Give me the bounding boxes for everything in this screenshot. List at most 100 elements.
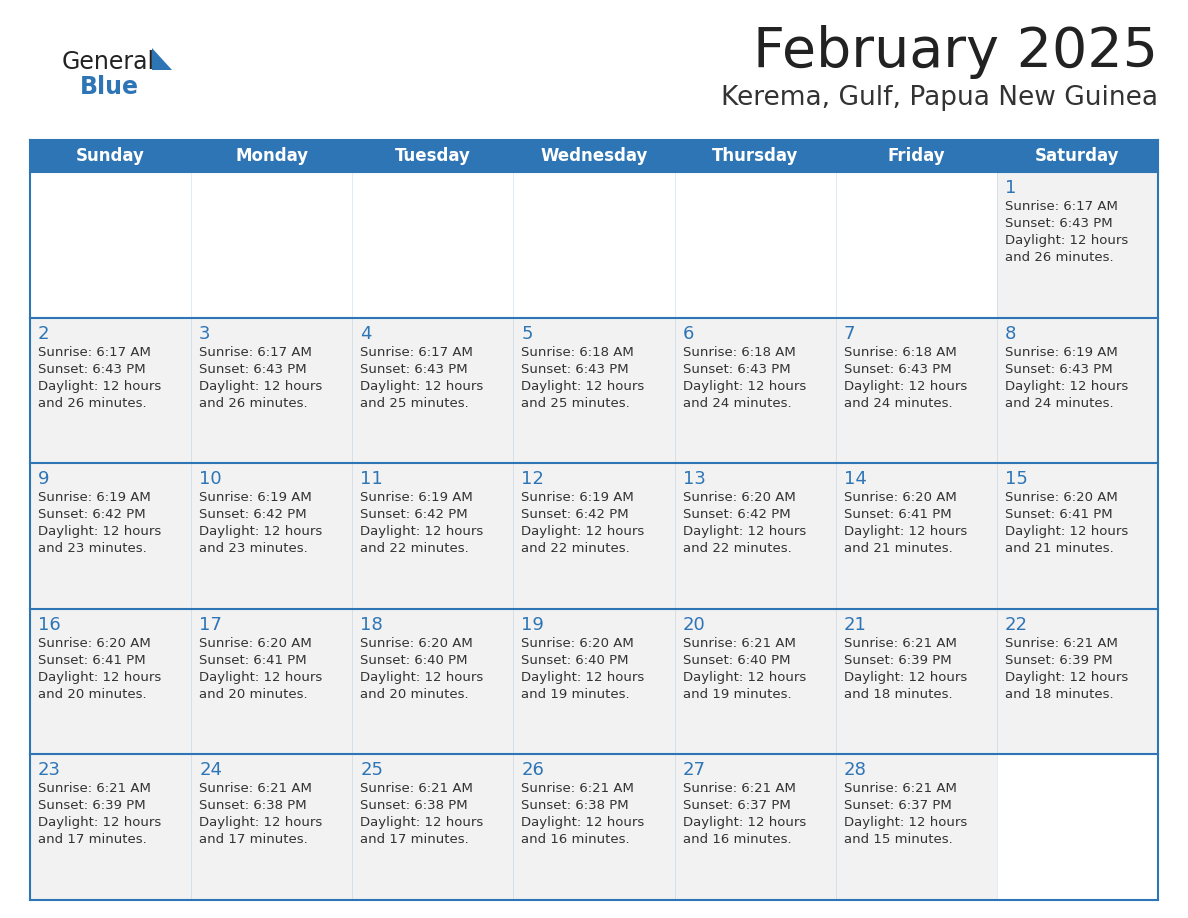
Text: Daylight: 12 hours: Daylight: 12 hours: [360, 380, 484, 393]
Bar: [675, 318, 835, 464]
Text: Sunset: 6:43 PM: Sunset: 6:43 PM: [200, 363, 307, 375]
Text: 17: 17: [200, 616, 222, 633]
Text: Daylight: 12 hours: Daylight: 12 hours: [683, 525, 805, 538]
Text: Sunrise: 6:20 AM: Sunrise: 6:20 AM: [522, 637, 634, 650]
Text: Friday: Friday: [887, 147, 946, 165]
Text: Sunday: Sunday: [76, 147, 145, 165]
Text: Daylight: 12 hours: Daylight: 12 hours: [200, 671, 322, 684]
Text: 4: 4: [360, 325, 372, 342]
Bar: [513, 318, 675, 464]
Text: Sunrise: 6:18 AM: Sunrise: 6:18 AM: [843, 345, 956, 359]
Text: and 25 minutes.: and 25 minutes.: [360, 397, 469, 409]
Text: February 2025: February 2025: [753, 25, 1158, 79]
Text: 28: 28: [843, 761, 866, 779]
Text: Sunrise: 6:19 AM: Sunrise: 6:19 AM: [1005, 345, 1118, 359]
Text: 19: 19: [522, 616, 544, 633]
Text: and 24 minutes.: and 24 minutes.: [843, 397, 953, 409]
Text: Sunrise: 6:20 AM: Sunrise: 6:20 AM: [1005, 491, 1118, 504]
Text: and 18 minutes.: and 18 minutes.: [843, 688, 953, 700]
Text: Daylight: 12 hours: Daylight: 12 hours: [1005, 671, 1129, 684]
Text: 14: 14: [843, 470, 866, 488]
Text: Daylight: 12 hours: Daylight: 12 hours: [360, 816, 484, 829]
Text: and 17 minutes.: and 17 minutes.: [200, 834, 308, 846]
Text: Daylight: 12 hours: Daylight: 12 hours: [843, 816, 967, 829]
Text: Sunset: 6:43 PM: Sunset: 6:43 PM: [1005, 363, 1112, 375]
Text: General: General: [62, 50, 156, 74]
Text: Sunrise: 6:21 AM: Sunrise: 6:21 AM: [38, 782, 151, 795]
Text: Wednesday: Wednesday: [541, 147, 647, 165]
Text: Sunrise: 6:20 AM: Sunrise: 6:20 AM: [38, 637, 151, 650]
Text: Daylight: 12 hours: Daylight: 12 hours: [683, 816, 805, 829]
Text: Sunrise: 6:21 AM: Sunrise: 6:21 AM: [1005, 637, 1118, 650]
Text: Sunset: 6:41 PM: Sunset: 6:41 PM: [38, 654, 146, 666]
Text: and 23 minutes.: and 23 minutes.: [200, 543, 308, 555]
Text: and 26 minutes.: and 26 minutes.: [1005, 251, 1113, 264]
Text: Daylight: 12 hours: Daylight: 12 hours: [843, 525, 967, 538]
Text: 9: 9: [38, 470, 50, 488]
Text: Daylight: 12 hours: Daylight: 12 hours: [843, 671, 967, 684]
Text: Sunrise: 6:17 AM: Sunrise: 6:17 AM: [1005, 200, 1118, 213]
Text: and 18 minutes.: and 18 minutes.: [1005, 688, 1113, 700]
Bar: [997, 172, 1158, 318]
Bar: [997, 318, 1158, 464]
Bar: [675, 755, 835, 900]
Text: Sunrise: 6:19 AM: Sunrise: 6:19 AM: [200, 491, 312, 504]
Bar: [835, 609, 997, 755]
Text: and 22 minutes.: and 22 minutes.: [522, 543, 630, 555]
Text: and 16 minutes.: and 16 minutes.: [683, 834, 791, 846]
Bar: [835, 464, 997, 609]
Text: Sunrise: 6:20 AM: Sunrise: 6:20 AM: [843, 491, 956, 504]
Bar: [353, 609, 513, 755]
Text: Daylight: 12 hours: Daylight: 12 hours: [843, 380, 967, 393]
Text: Blue: Blue: [80, 75, 139, 99]
Text: Daylight: 12 hours: Daylight: 12 hours: [38, 380, 162, 393]
Text: and 21 minutes.: and 21 minutes.: [1005, 543, 1113, 555]
Text: Sunrise: 6:19 AM: Sunrise: 6:19 AM: [360, 491, 473, 504]
Bar: [513, 609, 675, 755]
Text: Sunset: 6:41 PM: Sunset: 6:41 PM: [1005, 509, 1112, 521]
Text: Sunset: 6:38 PM: Sunset: 6:38 PM: [522, 800, 630, 812]
Text: Sunset: 6:39 PM: Sunset: 6:39 PM: [1005, 654, 1112, 666]
Text: Daylight: 12 hours: Daylight: 12 hours: [360, 671, 484, 684]
Text: and 20 minutes.: and 20 minutes.: [200, 688, 308, 700]
Text: 12: 12: [522, 470, 544, 488]
Text: 11: 11: [360, 470, 383, 488]
Text: Sunrise: 6:19 AM: Sunrise: 6:19 AM: [38, 491, 151, 504]
Text: 13: 13: [683, 470, 706, 488]
Text: 15: 15: [1005, 470, 1028, 488]
Text: and 19 minutes.: and 19 minutes.: [683, 688, 791, 700]
Text: Sunset: 6:38 PM: Sunset: 6:38 PM: [200, 800, 307, 812]
Text: Sunrise: 6:21 AM: Sunrise: 6:21 AM: [683, 782, 796, 795]
Bar: [191, 755, 353, 900]
Text: Sunset: 6:43 PM: Sunset: 6:43 PM: [843, 363, 952, 375]
Text: Sunset: 6:42 PM: Sunset: 6:42 PM: [38, 509, 146, 521]
Text: Daylight: 12 hours: Daylight: 12 hours: [38, 816, 162, 829]
Bar: [30, 464, 191, 609]
Text: Daylight: 12 hours: Daylight: 12 hours: [1005, 234, 1129, 247]
Text: 27: 27: [683, 761, 706, 779]
Text: 24: 24: [200, 761, 222, 779]
Bar: [835, 318, 997, 464]
Bar: [30, 318, 191, 464]
Text: 20: 20: [683, 616, 706, 633]
Bar: [191, 464, 353, 609]
Text: and 19 minutes.: and 19 minutes.: [522, 688, 630, 700]
Text: Daylight: 12 hours: Daylight: 12 hours: [38, 525, 162, 538]
Text: Daylight: 12 hours: Daylight: 12 hours: [522, 380, 645, 393]
Text: Sunrise: 6:21 AM: Sunrise: 6:21 AM: [843, 637, 956, 650]
Bar: [675, 464, 835, 609]
Text: Sunset: 6:40 PM: Sunset: 6:40 PM: [683, 654, 790, 666]
Bar: [191, 318, 353, 464]
Text: Daylight: 12 hours: Daylight: 12 hours: [200, 380, 322, 393]
Text: Sunset: 6:43 PM: Sunset: 6:43 PM: [683, 363, 790, 375]
Text: 21: 21: [843, 616, 866, 633]
Text: 25: 25: [360, 761, 384, 779]
Text: Sunset: 6:43 PM: Sunset: 6:43 PM: [522, 363, 630, 375]
Text: Saturday: Saturday: [1035, 147, 1119, 165]
Text: Daylight: 12 hours: Daylight: 12 hours: [522, 671, 645, 684]
Text: Daylight: 12 hours: Daylight: 12 hours: [38, 671, 162, 684]
Text: Daylight: 12 hours: Daylight: 12 hours: [522, 816, 645, 829]
Text: Daylight: 12 hours: Daylight: 12 hours: [200, 816, 322, 829]
Bar: [835, 755, 997, 900]
Text: Daylight: 12 hours: Daylight: 12 hours: [683, 380, 805, 393]
